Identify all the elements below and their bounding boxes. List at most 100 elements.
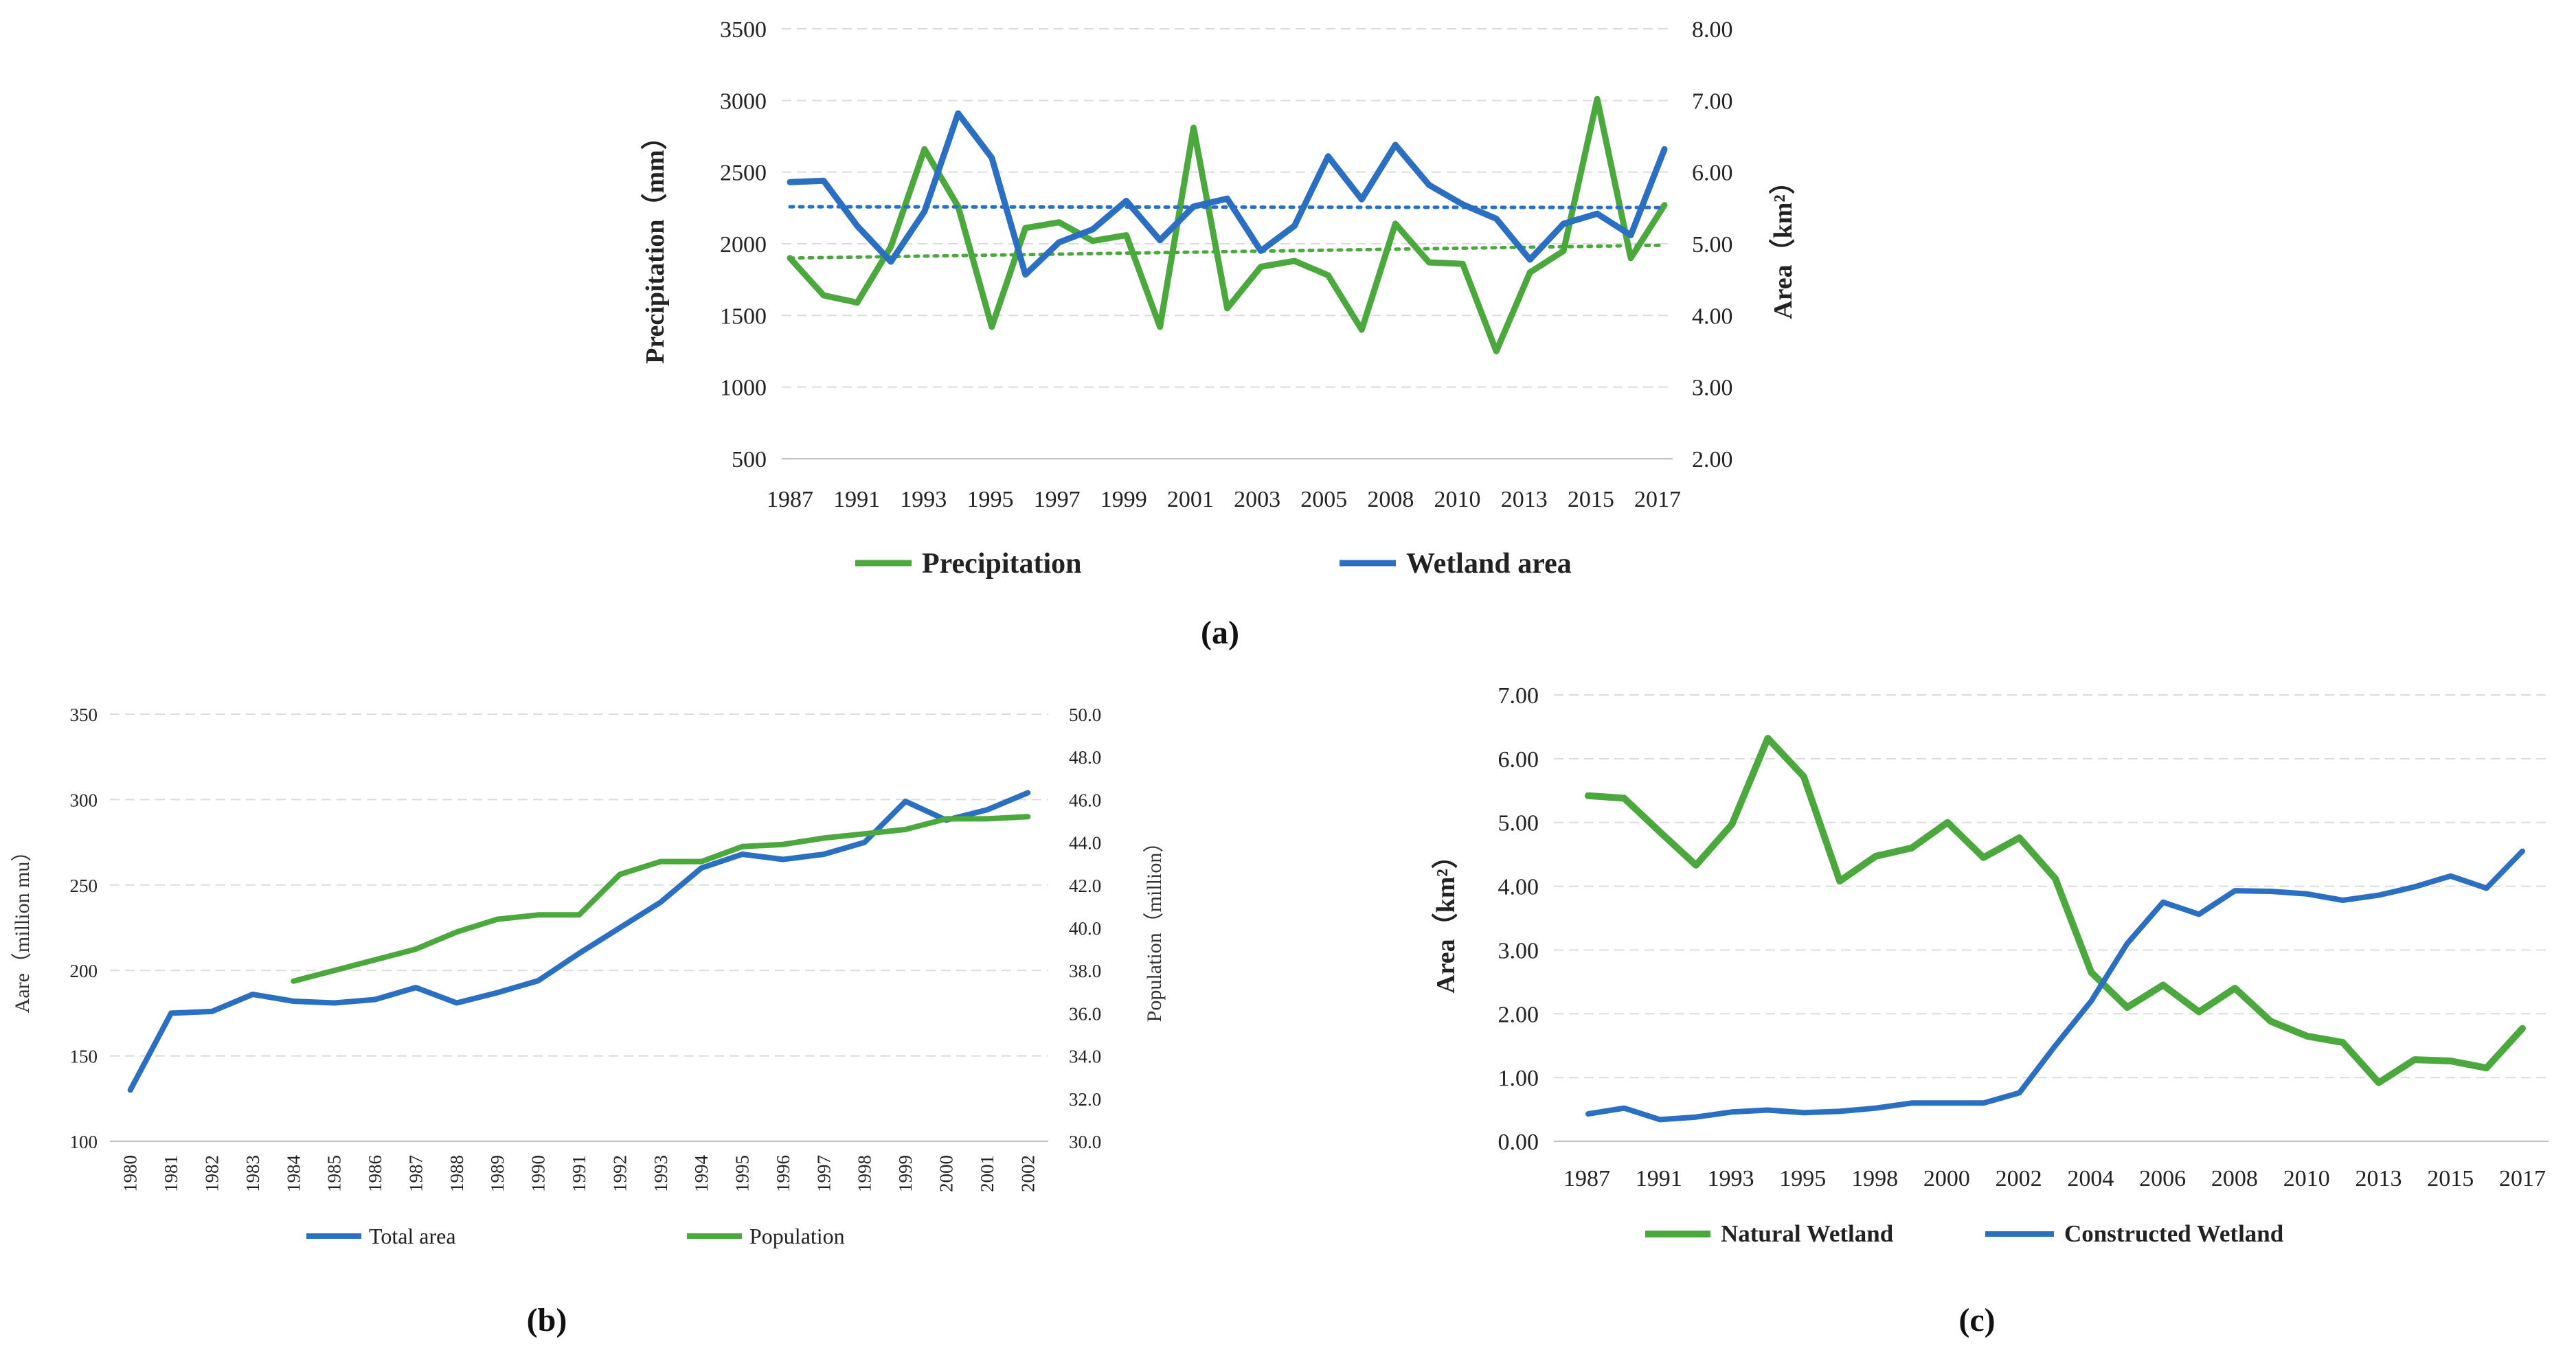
chart-c: 0.00 1.00 2.00 3.00 4.00 5.00 6.00 7.00 1987 1991… <box>1432 683 2549 1338</box>
b-right-tick-label: 32.0 <box>1069 1089 1101 1110</box>
a-x-tick-label: 2010 <box>1434 487 1481 512</box>
c-legend-label-natural-wetland: Natural Wetland <box>1721 1220 1894 1247</box>
b-x-tick-label: 1997 <box>813 1155 834 1192</box>
b-left-tick-label: 350 <box>70 705 98 725</box>
a-left-tick-label: 2000 <box>720 232 767 258</box>
b-x-tick-label: 1995 <box>732 1155 753 1192</box>
c-y-tick-label: 7.00 <box>1498 683 1539 709</box>
c-panel-label: (c) <box>1958 1302 1995 1338</box>
a-x-tick-label: 2003 <box>1234 487 1280 512</box>
a-right-tick-label: 3.00 <box>1692 376 1733 401</box>
a-y-axis-title-left: Precipitation（mm） <box>641 124 670 364</box>
c-x-tick-label: 2002 <box>1996 1166 2042 1191</box>
b-right-tick-label: 36.0 <box>1069 1003 1101 1024</box>
b-right-tick-label: 40.0 <box>1069 918 1101 939</box>
c-x-tick-label: 1987 <box>1563 1166 1610 1191</box>
b-x-tick-label: 2002 <box>1017 1155 1038 1192</box>
c-x-tick-label: 2015 <box>2427 1166 2474 1191</box>
a-legend-label-precipitation: Precipitation <box>922 548 1082 580</box>
a-left-tick-label: 3500 <box>720 17 767 43</box>
b-x-tick-label: 1988 <box>447 1155 467 1192</box>
c-series-line-constructed-wetland <box>1585 848 2525 1123</box>
b-x-tick-label: 1990 <box>528 1155 549 1192</box>
b-legend-label-population: Population <box>749 1224 845 1248</box>
b-x-tick-label: 1996 <box>773 1155 793 1192</box>
a-legend-label-wetland-area: Wetland area <box>1406 548 1572 580</box>
c-x-tick-label: 1991 <box>1636 1166 1682 1191</box>
a-left-tick-label: 3000 <box>720 89 767 114</box>
b-left-tick-label: 300 <box>70 790 98 810</box>
b-right-tick-label: 34.0 <box>1069 1047 1101 1067</box>
a-x-tick-label: 2013 <box>1501 487 1548 512</box>
b-x-tick-label: 2000 <box>936 1155 957 1192</box>
b-left-tick-label: 250 <box>70 876 98 896</box>
b-x-tick-label: 1982 <box>201 1155 222 1192</box>
b-right-tick-label: 38.0 <box>1069 961 1101 981</box>
c-y-tick-label: 3.00 <box>1498 938 1539 963</box>
b-left-tick-label: 150 <box>70 1047 98 1067</box>
c-series-line-natural-wetland <box>1585 735 2526 1086</box>
b-right-tick-label: 30.0 <box>1069 1132 1101 1152</box>
c-x-tick-label: 2000 <box>1923 1166 1970 1191</box>
b-left-tick-label: 100 <box>70 1132 98 1152</box>
b-x-tick-label: 1992 <box>609 1155 630 1192</box>
a-x-tick-label: 1993 <box>900 487 947 512</box>
b-x-tick-label: 1991 <box>569 1155 589 1192</box>
b-series-line-population <box>291 814 1031 984</box>
a-x-tick-label: 1991 <box>833 487 880 512</box>
b-panel-label: (b) <box>527 1302 567 1338</box>
b-right-tick-label: 50.0 <box>1069 705 1101 725</box>
b-x-tick-label: 1980 <box>120 1155 141 1192</box>
c-y-axis-title: Area（km²） <box>1432 843 1460 994</box>
b-legend-label-total-area: Total area <box>369 1224 456 1248</box>
a-x-tick-label: 2015 <box>1568 487 1614 512</box>
b-y-axis-title-right: Population（million） <box>1143 832 1166 1023</box>
a-left-tick-label: 1000 <box>720 376 767 401</box>
c-x-tick-label: 1993 <box>1708 1166 1754 1191</box>
a-x-tick-label: 1987 <box>767 487 813 512</box>
a-panel-label: (a) <box>1201 615 1239 651</box>
c-x-tick-label: 2006 <box>2139 1166 2186 1191</box>
c-y-tick-label: 6.00 <box>1498 747 1539 773</box>
c-x-tick-label: 1995 <box>1779 1166 1826 1191</box>
b-x-tick-label: 1981 <box>161 1155 181 1192</box>
b-x-tick-label: 1984 <box>283 1155 304 1193</box>
b-series-line-total-area <box>127 790 1031 1093</box>
chart-a: 500 1000 1500 2000 2500 3000 3500 2.00 3.00 4.00 5… <box>641 17 1798 651</box>
b-x-tick-label: 2001 <box>977 1155 997 1192</box>
a-right-tick-label: 5.00 <box>1692 232 1733 258</box>
a-x-tick-label: 1999 <box>1100 487 1147 512</box>
b-x-tick-label: 1993 <box>651 1155 671 1192</box>
c-legend-label-constructed-wetland: Constructed Wetland <box>2064 1220 2284 1247</box>
b-left-tick-label: 200 <box>70 961 98 981</box>
a-x-tick-label: 1995 <box>967 487 1013 512</box>
b-right-tick-label: 42.0 <box>1069 876 1101 896</box>
a-right-tick-label: 8.00 <box>1692 17 1733 43</box>
b-right-tick-label: 44.0 <box>1069 833 1101 854</box>
b-y-axis-title-left: Aare（million mu） <box>11 841 34 1014</box>
a-x-tick-label: 2017 <box>1634 487 1681 512</box>
c-x-tick-label: 2010 <box>2283 1166 2330 1191</box>
b-x-tick-label: 1994 <box>691 1155 712 1193</box>
b-x-tick-label: 1999 <box>895 1155 916 1192</box>
b-right-tick-label: 46.0 <box>1069 790 1101 810</box>
c-x-tick-label: 2004 <box>2067 1166 2114 1191</box>
a-x-tick-label: 1997 <box>1034 487 1081 512</box>
c-x-tick-label: 2008 <box>2211 1166 2258 1191</box>
a-x-tick-label: 2005 <box>1300 487 1347 512</box>
c-y-tick-label: 1.00 <box>1498 1066 1539 1091</box>
a-x-tick-label: 2001 <box>1167 487 1214 512</box>
c-x-tick-label: 1998 <box>1851 1166 1898 1191</box>
c-x-tick-label: 2013 <box>2355 1166 2402 1191</box>
b-x-tick-label: 1986 <box>365 1155 385 1192</box>
c-y-tick-label: 0.00 <box>1498 1130 1539 1155</box>
c-x-tick-label: 2017 <box>2499 1166 2546 1191</box>
a-right-tick-label: 4.00 <box>1692 304 1733 329</box>
a-trendline-precipitation <box>788 243 1667 260</box>
b-x-tick-label: 1983 <box>242 1155 263 1192</box>
a-left-tick-label: 1500 <box>720 304 767 329</box>
c-y-tick-label: 5.00 <box>1498 811 1539 836</box>
a-left-tick-label: 2500 <box>720 161 767 186</box>
b-x-tick-label: 1998 <box>855 1155 875 1192</box>
